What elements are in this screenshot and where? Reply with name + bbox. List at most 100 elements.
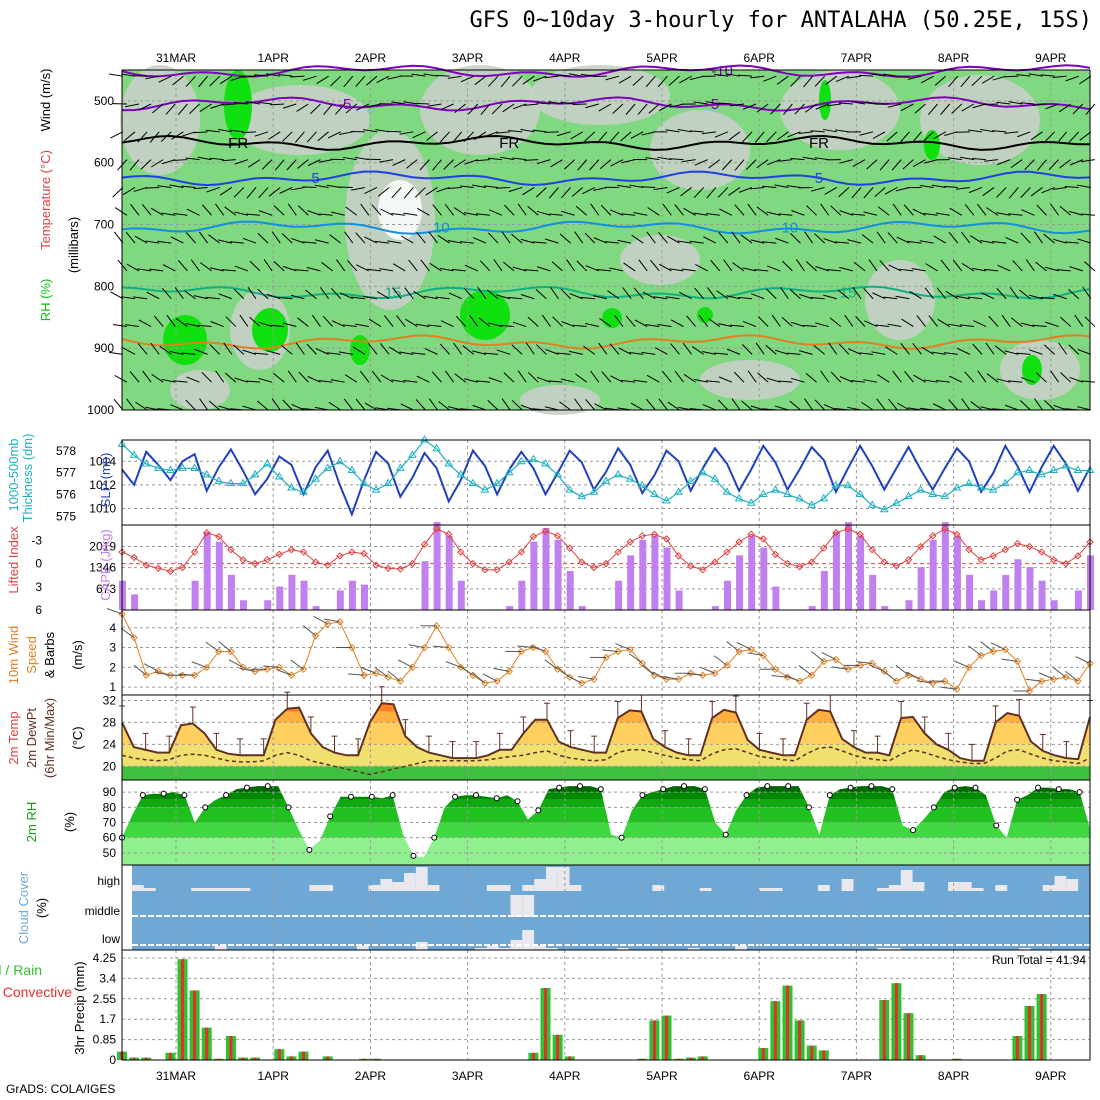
wind-barb — [933, 235, 946, 244]
wind-barb — [345, 206, 358, 216]
wind-tick: 2 — [109, 660, 116, 674]
wind-barb — [789, 288, 801, 300]
wind-barb — [532, 241, 547, 244]
wind-barb — [517, 370, 527, 383]
wind-barb — [1024, 159, 1035, 171]
wind-barb — [488, 232, 499, 244]
wind-barb — [1053, 404, 1067, 411]
wind-barb — [173, 213, 188, 216]
rh-marker — [1076, 789, 1083, 796]
wind-barb — [387, 240, 402, 244]
wind-barb — [351, 186, 365, 191]
wind-barb — [281, 233, 293, 244]
thickness-marker — [178, 463, 187, 471]
wind-barb-10m — [120, 627, 135, 639]
thickness-marker — [1073, 465, 1083, 474]
wind-barb — [138, 103, 152, 111]
wind-barb — [754, 131, 765, 143]
wind-barb-10m — [348, 673, 365, 676]
wind-barb — [501, 231, 511, 244]
chart-title: GFS 0~10day 3-hourly for ANTALAHA (50.25… — [469, 8, 1092, 33]
wind-barb — [294, 131, 305, 143]
wind-barb — [544, 75, 559, 79]
wind-barb — [326, 352, 341, 355]
wind-barb — [1060, 316, 1072, 327]
wind-tick: 4 — [109, 621, 116, 635]
cloud-high-block — [202, 888, 215, 891]
wind-barb — [669, 158, 684, 161]
cape-bar — [941, 522, 949, 610]
wind-barb — [229, 241, 244, 244]
wind-barb — [1028, 294, 1043, 300]
rh-marker — [889, 786, 896, 793]
wind-barb — [520, 238, 535, 244]
wind-barb — [823, 404, 837, 411]
wind-barb — [126, 263, 140, 272]
thickness-line — [121, 439, 1090, 511]
wind-barb — [576, 260, 588, 272]
wind-barb — [447, 75, 462, 79]
wind-barb — [691, 345, 704, 355]
wind-barb — [342, 156, 357, 161]
thickness-marker — [783, 489, 792, 497]
wind-barb — [912, 208, 926, 216]
wind-barb — [949, 207, 963, 216]
cape-bar — [542, 528, 550, 610]
wind-barb — [1004, 131, 1019, 134]
li-marker — [711, 558, 719, 566]
wind-barb — [708, 159, 721, 169]
wind-barb — [810, 296, 825, 300]
wind-barb — [342, 324, 357, 328]
cape-bar — [1074, 590, 1082, 610]
wind-barb — [219, 187, 233, 196]
wind-barb-10m — [397, 659, 413, 668]
precip-tick: 4.25 — [93, 951, 117, 965]
wind-barb — [548, 101, 563, 105]
li-tick: -3 — [31, 533, 42, 547]
wind-barb — [815, 265, 829, 272]
wind-barb — [823, 238, 837, 244]
wind-barb — [1025, 259, 1035, 272]
wind-barb — [649, 259, 660, 272]
wind-barb — [914, 103, 926, 114]
wind-barb — [345, 103, 358, 114]
wind-barb — [171, 131, 184, 140]
wind-barb — [921, 346, 934, 355]
wind-barb — [776, 131, 789, 141]
rh-marker — [139, 792, 146, 799]
isotherm-label: 10 — [782, 220, 799, 237]
wind-barb — [560, 187, 571, 199]
cape-bar — [772, 586, 780, 610]
thickness-marker — [577, 491, 587, 500]
wind-barb — [781, 316, 793, 327]
wind-barb — [536, 210, 551, 216]
wind-barb — [1020, 187, 1031, 198]
wind-barb-10m — [544, 659, 558, 670]
date-label-bottom: 1APR — [258, 1069, 290, 1083]
wind-barb — [544, 406, 559, 411]
thickness-marker — [637, 480, 647, 489]
wind-barb — [316, 75, 329, 84]
thickness-marker — [323, 463, 333, 471]
wind-barb — [923, 159, 938, 164]
wind-speed-marker — [928, 679, 937, 687]
wind-barb-10m — [106, 608, 123, 615]
wind-barb — [826, 103, 841, 107]
wind-barb — [804, 103, 817, 113]
wind-barb — [698, 315, 709, 327]
wind-barb — [919, 185, 934, 188]
wind-barb — [160, 131, 172, 142]
wind-barb — [210, 321, 224, 328]
wind-barb — [855, 315, 866, 327]
wind-barb — [944, 131, 958, 136]
wind-barb — [416, 375, 430, 383]
li-marker — [1001, 546, 1010, 554]
wind-barb — [968, 186, 983, 194]
wind-barb — [820, 370, 830, 383]
wind-unit-label: (m/s) — [70, 640, 85, 670]
wind-speed-marker — [759, 651, 768, 660]
wind-barb — [246, 213, 261, 216]
wind-barb — [756, 159, 769, 169]
wind-barb — [291, 403, 305, 411]
wind-barb — [895, 186, 910, 192]
